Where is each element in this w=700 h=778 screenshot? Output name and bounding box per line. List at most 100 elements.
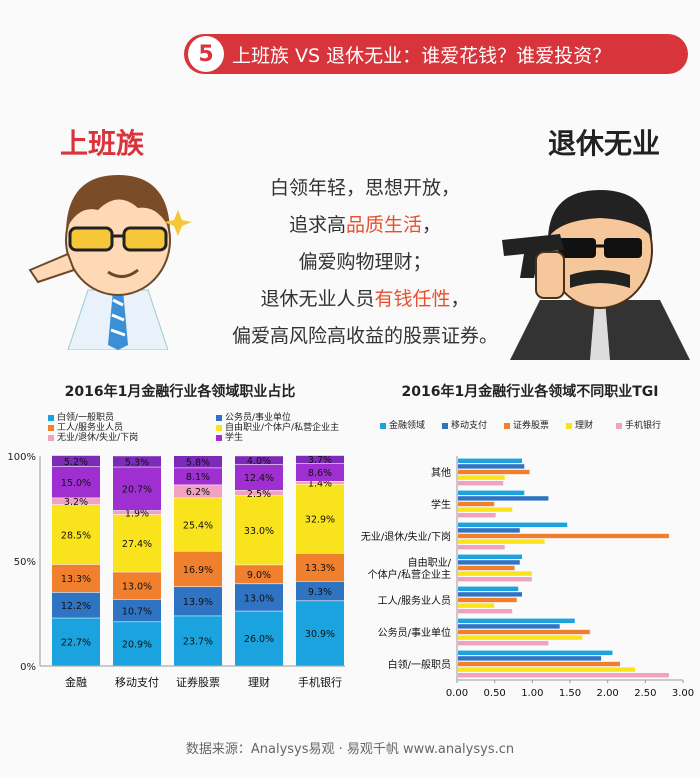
bar-value-label: 9.0% — [247, 570, 271, 581]
slogan-line-4: 退休无业人员有钱任性， — [205, 281, 525, 318]
tgi-bar — [458, 603, 495, 608]
legend-item: 手机银行 — [616, 418, 661, 431]
tgi-bar — [458, 513, 496, 518]
bar-segment — [52, 455, 100, 467]
x-tick-label: 2.50 — [634, 688, 656, 699]
tgi-bar — [458, 597, 517, 603]
bar-segment — [52, 498, 100, 505]
slogan-line-4-post: ， — [450, 288, 470, 310]
legend-swatch — [616, 422, 622, 429]
tgi-bar — [458, 554, 523, 559]
right-chart-legend: 金融领域 移动支付 证券股票 理财 手机银行 — [380, 418, 700, 432]
y-tick-50: 50% — [14, 557, 36, 568]
bar-value-label: 6.2% — [186, 487, 210, 498]
tgi-bar — [458, 539, 545, 544]
tgi-bar — [458, 650, 613, 655]
category-label: 公务员/事业单位 — [378, 626, 451, 639]
tgi-bar — [458, 522, 568, 527]
tgi-bar — [458, 464, 525, 469]
tgi-bar — [458, 629, 590, 635]
tgi-bar — [458, 571, 532, 576]
legend-swatch — [380, 422, 386, 429]
bar-segment — [113, 599, 161, 622]
bar-segment — [174, 456, 222, 468]
bar-segment — [296, 553, 344, 581]
x-tick-label: 0.00 — [446, 688, 468, 699]
bar-value-label: 13.3% — [305, 563, 335, 574]
slogan-line-2-pre: 追求高 — [288, 214, 346, 236]
legend-item: 证券股票 — [504, 418, 549, 431]
legend-label: 证券股票 — [513, 421, 550, 431]
bar-value-label: 5.3% — [125, 457, 149, 468]
category-label: 手机银行 — [298, 675, 342, 689]
bar-value-label: 5.8% — [186, 458, 210, 469]
tgi-bar — [458, 458, 523, 463]
bar-value-label: 1.9% — [125, 508, 149, 519]
legend-label: 手机银行 — [625, 421, 662, 431]
tgi-bar — [458, 496, 549, 501]
legend-item: 学生 — [216, 430, 243, 443]
bar-segment — [174, 587, 222, 616]
bar-value-label: 16.9% — [183, 565, 213, 576]
bar-segment — [113, 467, 161, 511]
section-number: 5 — [188, 36, 224, 72]
bar-segment — [174, 468, 222, 485]
tgi-bar — [458, 667, 636, 672]
tgi-bar — [458, 656, 602, 661]
retired-illustration — [502, 190, 690, 360]
bar-value-label: 4.0% — [247, 456, 271, 467]
tgi-bar — [458, 661, 620, 667]
left-stacked-bar-chart: 0% 50% 100% 22.7% 12.2% 13.3% 28.5% 3.2% 15.0% 5.… — [7, 452, 345, 689]
category-label: 自由职业/ — [408, 556, 452, 569]
bar-segment — [174, 498, 222, 551]
bar-segment — [113, 510, 161, 515]
bar-value-label: 10.7% — [122, 606, 152, 617]
bar-segment — [174, 616, 222, 666]
category-label: 其他 — [431, 466, 451, 479]
tgi-bar — [458, 565, 515, 571]
tgi-bar — [458, 586, 519, 591]
tgi-bar — [458, 635, 583, 640]
category-label: 工人/服务业人员 — [378, 594, 451, 607]
tgi-bar — [458, 618, 575, 623]
slogan-line-4-pre: 退休无业人员 — [260, 288, 375, 310]
tgi-bar — [458, 533, 669, 539]
tgi-bar — [458, 545, 505, 550]
bar-segment — [235, 565, 283, 584]
legend-item: 自由职业/个体户/私营企业主 — [216, 420, 339, 433]
office-worker-label: 上班族 — [60, 127, 145, 160]
bar-segment — [296, 601, 344, 666]
bar-value-label: 13.9% — [183, 597, 213, 608]
slogan-line-5: 偏爱高风险高收益的股票证券。 — [231, 325, 498, 347]
bar-value-label: 26.0% — [244, 634, 274, 645]
category-label: 证券股票 — [176, 675, 220, 689]
bar-value-label: 2.5% — [247, 489, 271, 500]
bar-value-label: 12.4% — [244, 473, 274, 484]
bar-segment — [235, 456, 283, 465]
slogan-line-2: 追求高品质生活， — [205, 207, 525, 244]
bar-value-label: 8.1% — [186, 472, 210, 483]
retired-label: 退休无业 — [548, 127, 661, 160]
legend-item: 移动支付 — [442, 418, 487, 431]
tgi-bar — [458, 501, 495, 507]
tgi-bar — [458, 507, 513, 512]
bar-segment — [235, 584, 283, 611]
bar-segment — [52, 564, 100, 593]
legend-label: 移动支付 — [451, 421, 488, 431]
bar-segment — [113, 456, 161, 467]
banner-title: 上班族 VS 退休无业：谁爱花钱？谁爱投资？ — [232, 44, 612, 67]
bar-segment — [52, 504, 100, 565]
legend-label: 自由职业/个体户/私营企业主 — [225, 423, 340, 433]
bar-segment — [235, 464, 283, 491]
bar-segment — [174, 551, 222, 587]
title-banner: 5 上班族 VS 退休无业：谁爱花钱？谁爱投资？ — [184, 34, 688, 74]
bar-value-label: 8.6% — [308, 468, 332, 479]
bar-value-label: 5.2% — [64, 457, 88, 468]
legend-label: 公务员/事业单位 — [225, 413, 292, 423]
tgi-bar — [458, 609, 513, 614]
category-label: 理财 — [248, 675, 270, 689]
slogan-line-2-post: ， — [422, 214, 442, 236]
bar-value-label: 25.4% — [183, 520, 213, 531]
x-tick-label: 0.50 — [484, 688, 506, 699]
right-tgi-bar-chart: 0.00 0.50 1.00 1.50 2.00 2.50 3.00 其他学生无业/退休/失业… — [361, 456, 694, 699]
